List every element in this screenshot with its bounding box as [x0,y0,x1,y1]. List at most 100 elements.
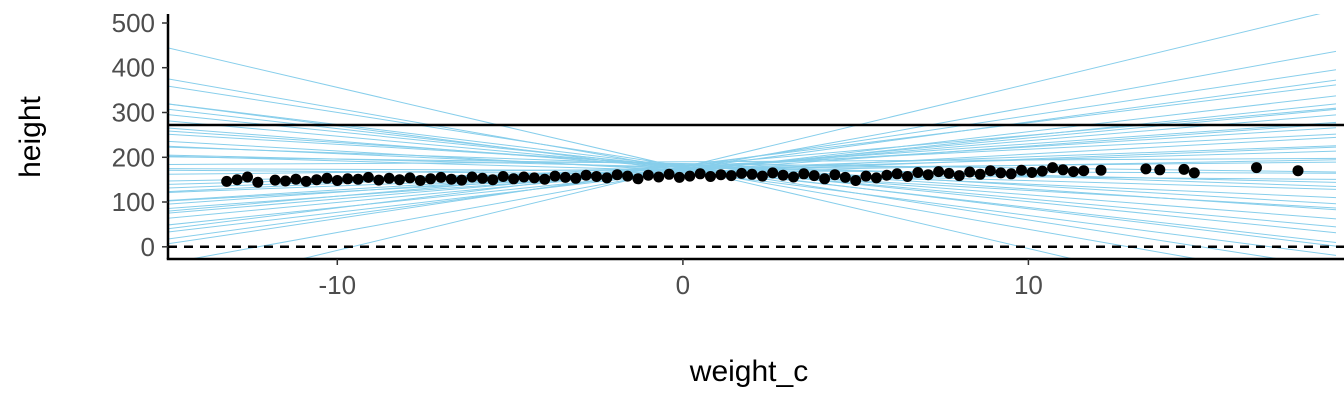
y-tick-label: 0 [141,232,155,262]
data-point [953,170,965,182]
data-point [964,166,976,178]
data-point [788,171,799,183]
data-point [497,171,509,182]
data-point [445,173,457,185]
data-point [736,167,748,179]
y-tick-label: 400 [112,53,155,83]
data-point [435,171,447,183]
x-tick-label: 10 [1014,270,1043,300]
data-point [456,174,468,186]
data-point [891,168,903,180]
data-point [902,171,913,182]
data-point [242,171,253,183]
y-tick-labels: 0 100 200 300 400 500 [112,8,168,262]
data-point [300,175,312,187]
data-point [632,173,644,185]
data-point [984,165,996,177]
data-point [290,173,302,185]
data-point [777,169,789,181]
data-point [231,174,243,186]
data-point [518,171,530,183]
data-point [798,168,810,180]
data-point [1095,164,1107,176]
data-point [394,174,405,186]
data-point [362,171,374,183]
data-point [663,168,675,180]
data-point [570,172,582,184]
data-point [1154,164,1166,176]
data-point [995,167,1007,179]
prior-line [168,69,1336,245]
data-point [642,169,654,181]
data-point [1067,166,1079,178]
data-point [352,173,364,185]
data-point [839,171,851,183]
y-tick-label: 300 [112,98,155,128]
data-point [974,168,986,180]
data-point [269,174,281,186]
data-point [487,174,499,186]
data-point [601,172,613,184]
data-point [673,171,685,183]
data-point [746,168,758,180]
data-point [1140,163,1152,175]
y-tick-label: 200 [112,142,155,172]
data-point [694,168,706,180]
data-point [1188,167,1200,179]
prior-line [168,95,1336,233]
data-point [653,171,665,183]
prior-line [168,107,1336,212]
data-point [331,175,343,186]
data-point [383,172,395,184]
data-point [1057,164,1069,176]
data-point [1078,165,1090,177]
data-point [1036,165,1048,177]
x-tick-label: -10 [319,270,357,300]
data-point [912,167,924,178]
prior-line [168,157,1336,165]
data-point [311,174,323,186]
data-point [611,169,623,181]
data-point [477,172,488,184]
data-point [881,169,893,181]
data-point [425,173,437,185]
data-point [870,172,882,184]
data-point [591,171,602,182]
data-point [850,175,862,186]
data-point [414,175,426,186]
data-point [725,170,737,182]
data-point [321,172,333,184]
data-point [404,172,416,184]
y-tick-label: 100 [112,187,155,217]
data-point [539,173,551,185]
data-point [1251,162,1262,174]
data-point [280,175,291,187]
data-point [684,170,696,182]
x-tick-label: 0 [676,270,690,300]
data-point [819,173,831,185]
data-point [1047,162,1059,174]
data-point [528,172,540,184]
y-tick-label: 500 [112,8,155,38]
data-point [508,173,520,185]
prior-line [168,161,1336,175]
data-point [559,171,571,183]
prior-line [168,47,1072,258]
data-point [860,170,872,182]
data-point [373,174,385,186]
data-point [622,170,634,182]
data-point [1026,167,1038,178]
prior-line [168,78,1196,258]
data-point [715,169,727,181]
data-point [549,170,561,182]
data-point [342,173,354,185]
data-point [1292,165,1304,177]
data-point [1016,164,1027,176]
data-point [1178,163,1190,175]
data-point [1005,168,1017,180]
data-points [221,162,1304,188]
data-point [943,167,955,179]
data-point [252,176,264,188]
data-point [756,170,768,182]
